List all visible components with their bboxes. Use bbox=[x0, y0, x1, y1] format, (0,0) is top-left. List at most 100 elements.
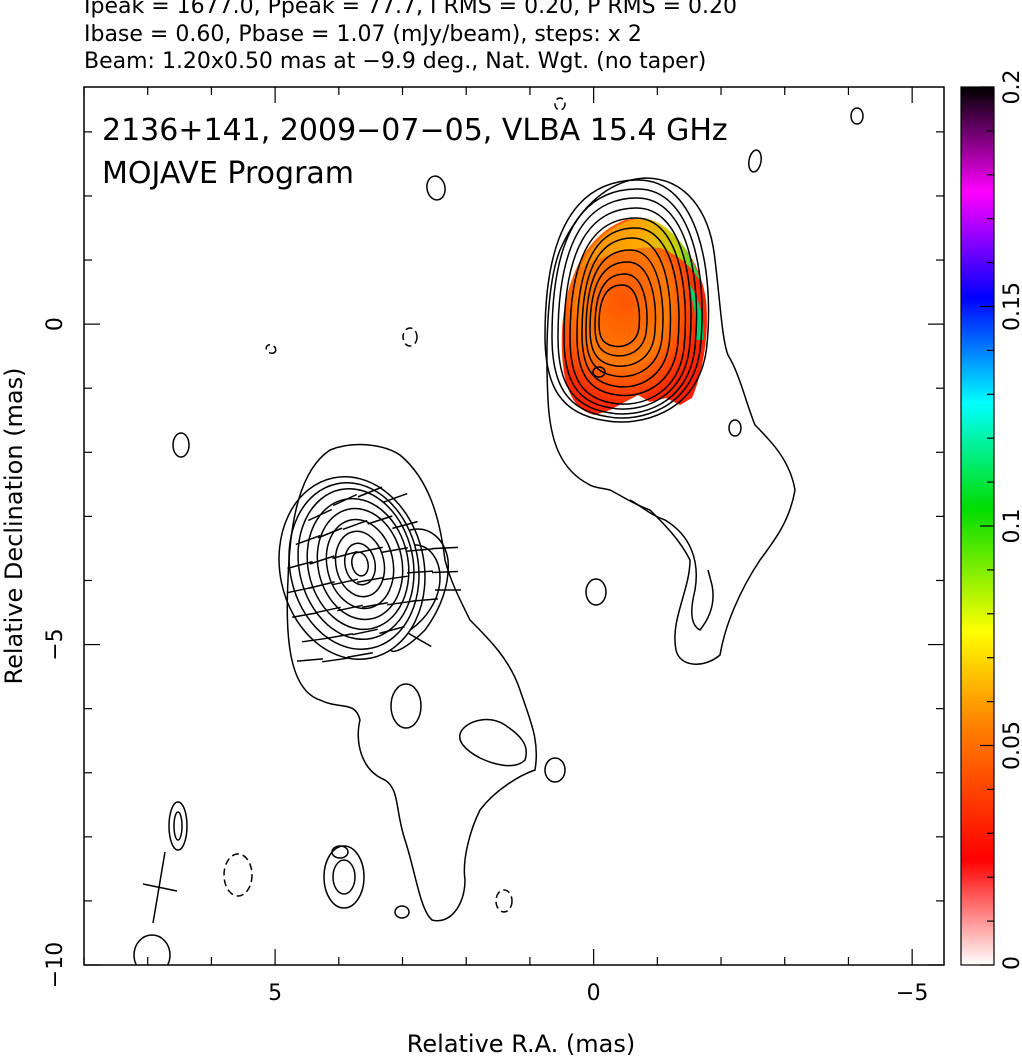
contour-line bbox=[390, 683, 422, 729]
x-tick-label: 0 bbox=[587, 981, 601, 1006]
evpa-vector bbox=[408, 632, 432, 648]
contour-line bbox=[585, 578, 607, 606]
contour-line bbox=[598, 284, 641, 348]
evpa-vector bbox=[357, 577, 383, 583]
evpa-vector bbox=[357, 546, 383, 554]
contour-line bbox=[459, 718, 527, 767]
contour-line bbox=[544, 757, 566, 783]
y-tick-label: −10 bbox=[43, 942, 68, 988]
evpa-vector bbox=[315, 606, 341, 614]
plot-frame bbox=[83, 86, 945, 966]
evpa-vector bbox=[387, 600, 413, 606]
contour-line bbox=[172, 432, 190, 458]
contour-line bbox=[389, 528, 449, 652]
contour-line bbox=[286, 443, 538, 922]
contour-line bbox=[850, 107, 864, 125]
contour-line bbox=[592, 366, 606, 378]
colorbar-tick-label: 0 bbox=[1000, 956, 1022, 970]
evpa-vector bbox=[431, 546, 459, 550]
contour-line bbox=[581, 237, 672, 388]
contour-line bbox=[331, 845, 349, 859]
contour-line bbox=[133, 934, 171, 965]
contour-line bbox=[748, 149, 762, 173]
contour-line bbox=[629, 499, 714, 631]
evpa-vector bbox=[307, 508, 333, 522]
source-annotation: 2136+141, 2009−07−05, VLBA 15.4 GHz bbox=[102, 113, 728, 148]
evpa-vector bbox=[362, 602, 388, 608]
contour-line bbox=[332, 859, 356, 895]
evpa-vector bbox=[295, 534, 321, 546]
y-tick-label: 0 bbox=[43, 317, 68, 331]
contour-line bbox=[569, 217, 687, 405]
contour-lines bbox=[133, 97, 958, 965]
evpa-vector bbox=[352, 628, 378, 636]
contour-line bbox=[544, 179, 710, 423]
evpa-vector bbox=[431, 570, 459, 574]
evpa-vector bbox=[332, 493, 358, 507]
axis-ticks bbox=[83, 87, 944, 966]
contour-line bbox=[223, 853, 253, 897]
evpa-vector bbox=[406, 570, 434, 574]
contour-line bbox=[402, 327, 418, 347]
contour-line bbox=[334, 530, 386, 598]
evpa-vector bbox=[327, 633, 353, 639]
contour-line bbox=[563, 207, 692, 410]
contour-line bbox=[173, 811, 183, 841]
evpa-vector bbox=[382, 547, 408, 553]
evpa-vector bbox=[411, 598, 439, 602]
header-line-2: Ibase = 0.60, Pbase = 1.07 (mJy/beam), s… bbox=[84, 22, 642, 47]
contour-line bbox=[728, 419, 742, 437]
evpa-vector bbox=[296, 658, 324, 662]
evpa-vector bbox=[382, 492, 408, 504]
evpa-vector bbox=[309, 555, 335, 565]
contour-line bbox=[325, 518, 395, 610]
contour-line bbox=[589, 261, 657, 367]
contour-line bbox=[316, 507, 404, 621]
evpa-vector bbox=[322, 657, 348, 663]
contour-line bbox=[394, 905, 410, 919]
evpa-vector bbox=[309, 581, 335, 589]
evpa-vector bbox=[337, 604, 363, 612]
evpa-vector bbox=[357, 486, 383, 498]
evpa-vector bbox=[317, 527, 343, 539]
evpa-vector bbox=[332, 550, 358, 560]
contour-line bbox=[351, 551, 369, 577]
beam-ellipse bbox=[142, 851, 178, 924]
header-line-1: Ipeak = 1677.0, Ppeak = 77.7, I RMS = 0.… bbox=[84, 0, 737, 19]
contour-line bbox=[297, 487, 415, 641]
y-tick-label: −5 bbox=[43, 628, 68, 660]
evpa-vector bbox=[367, 515, 393, 525]
contour-line bbox=[546, 177, 796, 665]
y-axis-label: Relative Declination (mas) bbox=[0, 367, 28, 684]
x-tick-label: 5 bbox=[268, 981, 282, 1006]
evpa-vector bbox=[287, 586, 313, 594]
evpa-vector bbox=[406, 548, 434, 552]
evpa-vector bbox=[382, 575, 408, 581]
contour-line bbox=[168, 801, 188, 851]
contour-line bbox=[265, 343, 277, 355]
colorbar-tick-label: 0.1 bbox=[1000, 509, 1022, 544]
contour-line bbox=[343, 542, 377, 586]
contour-line bbox=[557, 197, 698, 415]
evpa-vector bbox=[302, 637, 328, 643]
contour-line bbox=[554, 97, 566, 111]
evpa-vector bbox=[332, 578, 358, 586]
evpa-vector bbox=[392, 520, 418, 530]
evpa-vectors bbox=[287, 486, 461, 663]
contour-line bbox=[551, 188, 703, 419]
contour-line bbox=[426, 175, 446, 201]
x-axis-label: Relative R.A. (mas) bbox=[407, 1030, 635, 1058]
evpa-vector bbox=[347, 652, 373, 658]
contour-line bbox=[594, 273, 648, 357]
evpa-vector bbox=[292, 612, 318, 618]
colorbar-tick-label: 0.15 bbox=[1000, 282, 1022, 331]
colorbar-tick-label: 0.05 bbox=[1000, 721, 1022, 770]
contour-line bbox=[495, 889, 513, 913]
header-line-3: Beam: 1.20x0.50 mas at −9.9 deg., Nat. W… bbox=[84, 49, 707, 74]
contour-line bbox=[323, 845, 365, 909]
contour-line bbox=[946, 647, 958, 665]
contour-line bbox=[576, 227, 680, 397]
evpa-vector bbox=[342, 519, 368, 531]
x-tick-label: −5 bbox=[896, 981, 928, 1006]
